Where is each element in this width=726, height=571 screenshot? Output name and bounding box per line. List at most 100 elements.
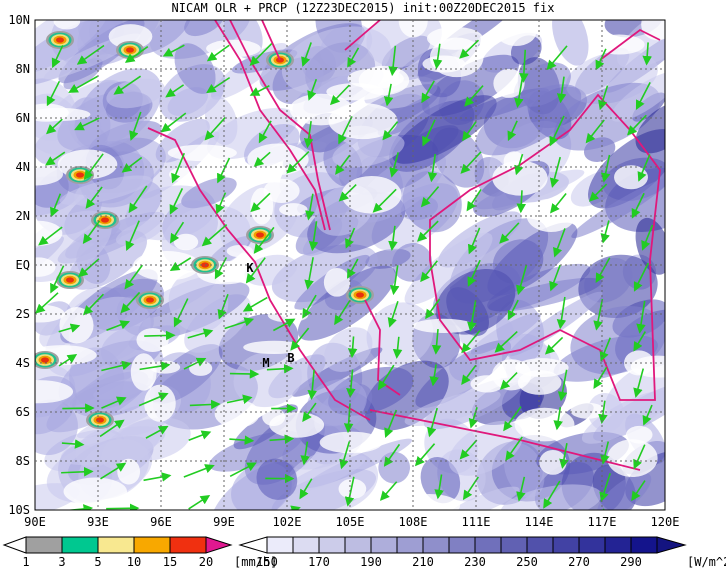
wind-vector bbox=[45, 151, 66, 166]
clear-sky bbox=[470, 375, 504, 393]
wind-vector bbox=[599, 473, 611, 503]
lat-label: 4S bbox=[16, 356, 30, 370]
wind-vector bbox=[345, 227, 356, 249]
wind-vector bbox=[169, 188, 184, 215]
clear-sky bbox=[185, 472, 215, 488]
wind-vector bbox=[392, 336, 403, 359]
colorbar-end bbox=[238, 536, 268, 554]
wind-vector bbox=[129, 111, 142, 141]
colorbar-label: 15 bbox=[163, 555, 177, 569]
clear-sky bbox=[526, 198, 576, 233]
wind-vector bbox=[642, 404, 653, 426]
cloud bbox=[578, 254, 658, 319]
wind-vector bbox=[631, 480, 646, 502]
wind-vector bbox=[383, 83, 394, 107]
wind-vector bbox=[273, 318, 296, 332]
clear-sky bbox=[427, 26, 484, 50]
wind-vector bbox=[101, 360, 132, 372]
clear-sky bbox=[117, 458, 141, 485]
colorbar-box bbox=[500, 536, 528, 554]
precip-cell bbox=[56, 37, 64, 43]
clear-sky bbox=[35, 103, 69, 122]
clear-sky bbox=[630, 355, 665, 378]
wind-vector bbox=[388, 45, 398, 77]
wind-vector bbox=[633, 331, 646, 352]
clear-sky bbox=[144, 384, 176, 422]
colorbar-box bbox=[266, 536, 294, 554]
wind-vector bbox=[631, 192, 645, 219]
wind-vector bbox=[189, 399, 221, 410]
wind-vector bbox=[550, 192, 567, 214]
wind-vector bbox=[635, 81, 651, 111]
wind-vector bbox=[204, 116, 226, 141]
colorbar-box bbox=[25, 536, 63, 554]
wind-vector bbox=[519, 509, 521, 510]
clear-sky bbox=[263, 178, 300, 203]
wind-vector bbox=[245, 257, 266, 284]
clear-sky bbox=[63, 477, 127, 506]
wind-vector bbox=[113, 75, 142, 95]
wind-vector bbox=[253, 151, 271, 167]
wind-vector bbox=[519, 49, 529, 83]
clear-sky bbox=[59, 306, 94, 344]
wind-vector bbox=[35, 292, 59, 314]
colorbar-box bbox=[474, 536, 502, 554]
wind-vector bbox=[253, 226, 275, 254]
colorbar-label: 5 bbox=[94, 555, 101, 569]
colorbar-label: 3 bbox=[58, 555, 65, 569]
wind-vector bbox=[187, 328, 214, 339]
clear-sky bbox=[226, 244, 254, 258]
wind-vector bbox=[229, 462, 257, 478]
wind-vector bbox=[303, 120, 314, 149]
wind-vector bbox=[503, 406, 522, 432]
wind-vector bbox=[549, 115, 565, 147]
coastline bbox=[229, 20, 331, 231]
colorbar-box bbox=[133, 536, 171, 554]
wind-vector bbox=[466, 189, 482, 212]
wind-vector bbox=[507, 120, 518, 142]
colorbar-label: 190 bbox=[360, 555, 382, 569]
colorbar-unit: [mm/h] bbox=[234, 555, 277, 569]
wind-vector bbox=[633, 444, 646, 470]
wind-vector bbox=[143, 472, 172, 482]
wind-vector bbox=[124, 45, 149, 63]
clear-sky bbox=[493, 68, 525, 98]
wind-vector bbox=[344, 476, 355, 507]
wind-vector bbox=[58, 323, 81, 333]
precip-cell bbox=[76, 172, 84, 178]
colorbar-label: 170 bbox=[308, 555, 330, 569]
wind-vector bbox=[417, 220, 439, 242]
colorbar-unit: [W/m^2] bbox=[687, 555, 726, 569]
wind-vector bbox=[347, 258, 359, 279]
clear-sky bbox=[326, 83, 384, 101]
wind-vector bbox=[85, 186, 103, 209]
clear-sky bbox=[35, 380, 74, 404]
colorbar-box bbox=[552, 536, 580, 554]
wind-vector bbox=[461, 364, 477, 385]
colorbar-box bbox=[370, 536, 398, 554]
colorbar-label: 150 bbox=[256, 555, 278, 569]
clear-sky bbox=[398, 20, 428, 38]
wind-vector bbox=[61, 466, 94, 477]
legend: 1 3 5 10 15 20 [mm/h]150 170 190 210 230 250 270 290 [… bbox=[2, 536, 726, 569]
wind-vector bbox=[549, 156, 561, 188]
coastline bbox=[214, 20, 326, 231]
precip-cell bbox=[101, 217, 109, 223]
colorbar-label: 20 bbox=[199, 555, 213, 569]
wind-vector bbox=[229, 369, 260, 379]
clear-sky bbox=[250, 187, 274, 225]
wind-vector bbox=[595, 48, 607, 71]
wind-vector bbox=[556, 296, 567, 330]
coastline bbox=[599, 28, 661, 61]
wind-vector bbox=[600, 154, 611, 183]
wind-vector bbox=[598, 85, 609, 111]
wind-vector bbox=[467, 299, 477, 332]
wind-vector bbox=[514, 153, 524, 176]
wind-vector bbox=[516, 190, 527, 214]
lon-label: 102E bbox=[273, 515, 302, 529]
title: NICAM OLR + PRCP (12Z23DEC2015) init:00Z… bbox=[172, 1, 555, 15]
clear-sky bbox=[319, 431, 383, 454]
wind-vector bbox=[160, 112, 187, 133]
wind-vector bbox=[183, 464, 215, 478]
wind-vector bbox=[459, 39, 480, 59]
